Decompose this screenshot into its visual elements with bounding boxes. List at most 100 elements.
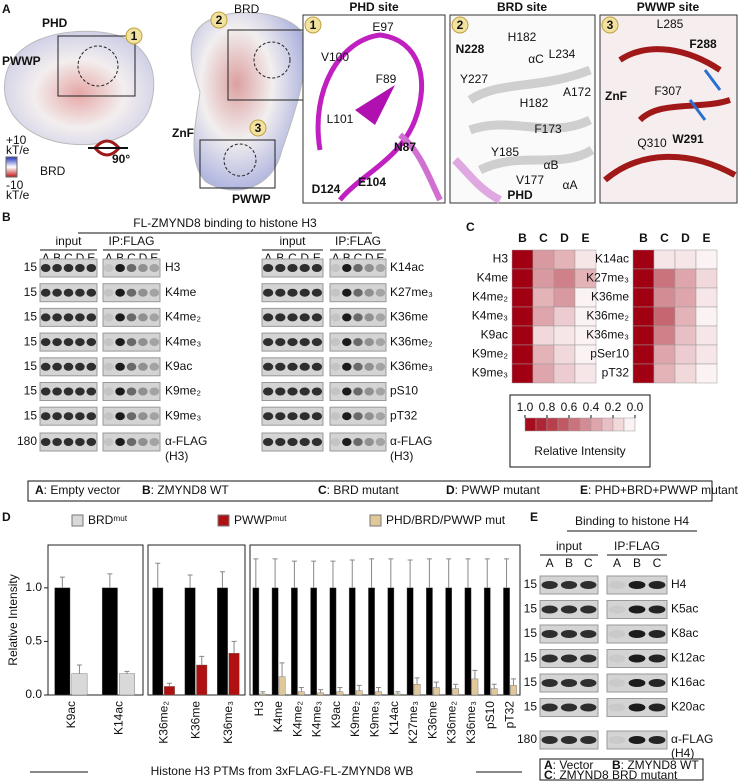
blot-band [375, 338, 386, 347]
blot-band [342, 313, 352, 322]
site-number: 2 [457, 18, 464, 32]
blot-band [103, 338, 114, 347]
blot-band [330, 412, 341, 421]
colorbar-swatch [524, 417, 537, 432]
blot-band [648, 654, 666, 663]
blot-band [330, 264, 341, 272]
key-item: B: ZMYND8 WT [612, 758, 699, 772]
blot-band [353, 264, 363, 272]
blot-band [364, 288, 374, 297]
blot-band [40, 412, 51, 421]
blot-band [375, 288, 386, 297]
blot-band [149, 288, 160, 297]
blot-band [138, 387, 148, 396]
heat-cell [653, 268, 676, 289]
blot-band [103, 387, 114, 396]
colorbar-label: 0.8 [539, 400, 556, 414]
row-label: K27me₃ [586, 271, 629, 285]
row-label: H3 [165, 260, 181, 274]
blot-band [40, 438, 51, 446]
y-axis-label: Relative Intensity [6, 574, 20, 665]
heat-cell [695, 287, 718, 308]
blot-band [52, 412, 62, 421]
site-number: 1 [131, 29, 138, 43]
x-axis-label: Histone H3 PTMs from 3xFLAG-FL-ZMYND8 WB [151, 764, 414, 778]
error-bar [337, 687, 343, 692]
heat-cell [574, 363, 597, 384]
bar [291, 587, 298, 696]
panel-letter: A [2, 2, 11, 16]
blot-band [364, 412, 374, 421]
heat-cell [674, 363, 697, 384]
blot-band [541, 581, 558, 589]
blot-band [52, 288, 62, 297]
row-label: K36me₃ [586, 328, 629, 342]
x-tick-label: K36me₂ [156, 701, 170, 744]
residue-label: ZnF [605, 89, 627, 103]
blot-band [40, 288, 51, 297]
bar [368, 587, 375, 696]
error-bar [472, 669, 478, 679]
domain-label: ZnF [172, 126, 194, 140]
heat-cell [511, 249, 534, 270]
blot-band [628, 654, 646, 663]
residue-label: Y185 [491, 145, 519, 159]
blot-band [86, 313, 97, 322]
lane-label: C [64, 251, 73, 265]
blot-band [628, 581, 646, 589]
blot-band [86, 438, 97, 446]
blot-band [275, 288, 286, 297]
blot-band [138, 338, 148, 347]
heat-cell [553, 268, 576, 289]
heat-cell [532, 363, 555, 384]
blot-band [330, 387, 341, 396]
legend-label: PWWPᵐᵘᵗ [234, 513, 287, 527]
x-tick-label: K36me₃ [221, 701, 235, 744]
blot-band [580, 654, 597, 663]
heat-cell [632, 268, 655, 289]
input-label: input [279, 234, 306, 248]
heat-cell [674, 287, 697, 308]
blot-band [311, 412, 323, 421]
x-tick-label: K4me [271, 701, 285, 733]
heat-cell [653, 344, 676, 365]
column-label: B [518, 231, 527, 245]
heat-cell [653, 306, 676, 327]
lane-label: A [546, 556, 554, 570]
blot-band [115, 438, 125, 446]
blot-band [103, 288, 114, 297]
blot-band [63, 438, 74, 446]
blot-band [40, 313, 51, 322]
colorbar-label: 0.0 [627, 400, 644, 414]
scale-label: kT/e [6, 188, 30, 202]
heat-cell [553, 344, 576, 365]
bar [387, 587, 395, 696]
blot-band [115, 264, 125, 272]
error-bar [260, 691, 266, 694]
key-text: : ZMYND8 WT [621, 758, 700, 772]
blot-band [75, 288, 85, 297]
rotation-label: 90° [112, 152, 130, 166]
colorbar-swatch [623, 417, 636, 432]
column-label: E [702, 231, 710, 245]
error-bar [199, 655, 205, 665]
heat-cell [653, 287, 676, 308]
lane-label: C [354, 251, 363, 265]
scale-label: +10 [6, 133, 27, 147]
site-badge [304, 16, 322, 34]
blot-band [115, 288, 125, 297]
blot-band [287, 313, 298, 322]
blot-band [275, 313, 286, 322]
column-label: E [581, 231, 589, 245]
blot-band [311, 438, 323, 446]
blot-band [275, 362, 286, 371]
error-bar [219, 571, 225, 588]
blot-band [115, 313, 125, 322]
key-item: C: BRD mutant [318, 483, 399, 497]
blot-band [299, 438, 310, 446]
mw-label: 15 [524, 577, 538, 591]
blot-band [52, 387, 62, 396]
residue-label: N228 [456, 42, 485, 56]
heat-cell [674, 325, 697, 346]
bar [375, 691, 382, 696]
